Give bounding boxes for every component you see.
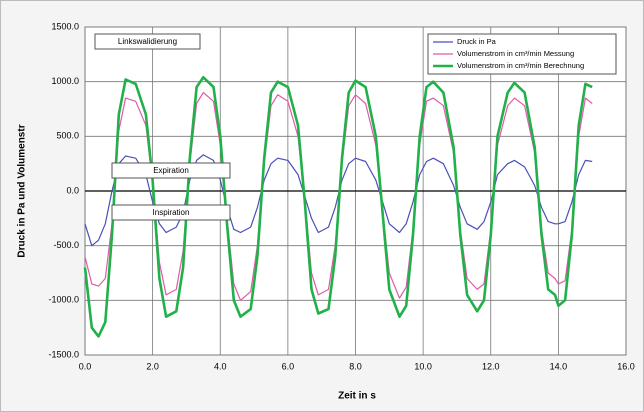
legend-label: Druck in Pa bbox=[457, 37, 497, 46]
x-tick-label: 8.0 bbox=[349, 361, 362, 371]
x-tick-label: 12.0 bbox=[482, 361, 500, 371]
legend-label: Volumenstrom in cm³/min Messung bbox=[457, 49, 574, 58]
y-tick-label: -1000.0 bbox=[48, 295, 79, 305]
x-axis-title: Zeit in s bbox=[338, 391, 376, 402]
y-tick-label: -1500.0 bbox=[48, 349, 79, 359]
y-axis-title: Druck in Pa und Volumenstr bbox=[17, 124, 28, 257]
annotation-box bbox=[111, 162, 231, 179]
x-tick-label: 0.0 bbox=[79, 361, 92, 371]
x-tick-label: 10.0 bbox=[414, 361, 432, 371]
series-line bbox=[83, 76, 593, 338]
x-tick-label: 6.0 bbox=[282, 361, 295, 371]
annotation-box bbox=[94, 33, 201, 50]
legend-box bbox=[427, 33, 617, 75]
annotation: Expiration bbox=[153, 166, 189, 175]
x-tick-label: 4.0 bbox=[214, 361, 227, 371]
annotation: Linkswalidierung bbox=[118, 37, 177, 46]
y-tick-label: 0.0 bbox=[66, 185, 79, 195]
y-tick-label: 500.0 bbox=[56, 131, 79, 141]
x-tick-label: 16.0 bbox=[617, 361, 635, 371]
legend-label: Volumenstrom in cm³/min Berechnung bbox=[457, 61, 584, 70]
y-tick-label: -500.0 bbox=[53, 240, 79, 250]
y-tick-label: 1500.0 bbox=[51, 21, 79, 31]
x-tick-label: 2.0 bbox=[146, 361, 159, 371]
y-tick-label: 1000.0 bbox=[51, 76, 79, 86]
annotation-box bbox=[111, 204, 231, 221]
annotation: Inspiration bbox=[153, 208, 190, 217]
x-tick-label: 14.0 bbox=[550, 361, 568, 371]
